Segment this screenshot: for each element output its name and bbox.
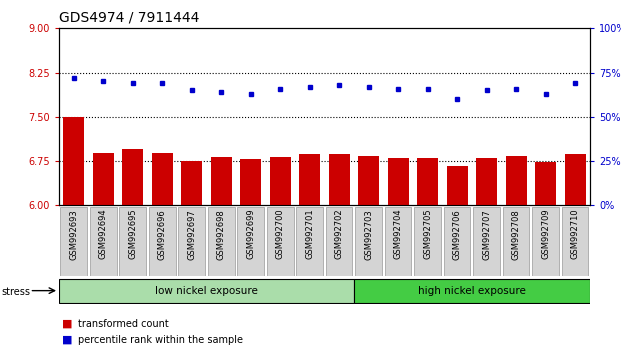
Bar (211, 157, 232, 205)
Text: GSM992694: GSM992694 (99, 209, 107, 259)
Bar (388, 158, 409, 205)
Bar (63, 117, 84, 205)
Text: GSM992708: GSM992708 (512, 209, 520, 259)
Text: GSM992705: GSM992705 (424, 209, 432, 259)
Bar (476, 158, 497, 205)
FancyBboxPatch shape (237, 207, 264, 276)
FancyBboxPatch shape (296, 207, 323, 276)
FancyBboxPatch shape (59, 279, 354, 303)
Text: stress: stress (1, 287, 30, 297)
FancyBboxPatch shape (149, 207, 176, 276)
FancyBboxPatch shape (355, 207, 382, 276)
Bar (122, 149, 143, 205)
Text: GSM992706: GSM992706 (453, 209, 461, 259)
Text: transformed count: transformed count (78, 319, 168, 329)
Bar (565, 154, 586, 205)
Text: GSM992700: GSM992700 (276, 209, 284, 259)
FancyBboxPatch shape (503, 207, 530, 276)
Text: ■: ■ (62, 319, 73, 329)
Text: GSM992704: GSM992704 (394, 209, 402, 259)
FancyBboxPatch shape (60, 207, 87, 276)
Text: GSM992695: GSM992695 (129, 209, 137, 259)
Text: GSM992709: GSM992709 (542, 209, 550, 259)
Bar (181, 161, 202, 205)
Bar (417, 158, 438, 205)
Bar (506, 156, 527, 205)
Text: percentile rank within the sample: percentile rank within the sample (78, 335, 243, 345)
Bar (447, 166, 468, 205)
FancyBboxPatch shape (90, 207, 117, 276)
Bar (535, 162, 556, 205)
Bar (93, 153, 114, 205)
Text: GDS4974 / 7911444: GDS4974 / 7911444 (59, 11, 199, 25)
FancyBboxPatch shape (562, 207, 589, 276)
FancyBboxPatch shape (178, 207, 205, 276)
Bar (240, 159, 261, 205)
FancyBboxPatch shape (385, 207, 412, 276)
Text: GSM992693: GSM992693 (70, 209, 78, 259)
Bar (270, 157, 291, 205)
Text: GSM992703: GSM992703 (365, 209, 373, 259)
FancyBboxPatch shape (267, 207, 294, 276)
Text: GSM992702: GSM992702 (335, 209, 343, 259)
Text: high nickel exposure: high nickel exposure (418, 286, 526, 296)
Text: GSM992710: GSM992710 (571, 209, 579, 259)
Text: GSM992696: GSM992696 (158, 209, 166, 259)
Bar (299, 154, 320, 205)
Text: low nickel exposure: low nickel exposure (155, 286, 258, 296)
Text: ■: ■ (62, 335, 73, 345)
FancyBboxPatch shape (326, 207, 353, 276)
Bar (358, 156, 379, 205)
Bar (152, 153, 173, 205)
FancyBboxPatch shape (532, 207, 559, 276)
FancyBboxPatch shape (354, 279, 590, 303)
FancyBboxPatch shape (444, 207, 471, 276)
Text: GSM992697: GSM992697 (188, 209, 196, 259)
FancyBboxPatch shape (414, 207, 441, 276)
Text: GSM992698: GSM992698 (217, 209, 225, 259)
FancyBboxPatch shape (119, 207, 146, 276)
Bar (329, 154, 350, 205)
Text: GSM992699: GSM992699 (247, 209, 255, 259)
Text: GSM992707: GSM992707 (483, 209, 491, 259)
FancyBboxPatch shape (473, 207, 500, 276)
FancyBboxPatch shape (208, 207, 235, 276)
Text: GSM992701: GSM992701 (306, 209, 314, 259)
